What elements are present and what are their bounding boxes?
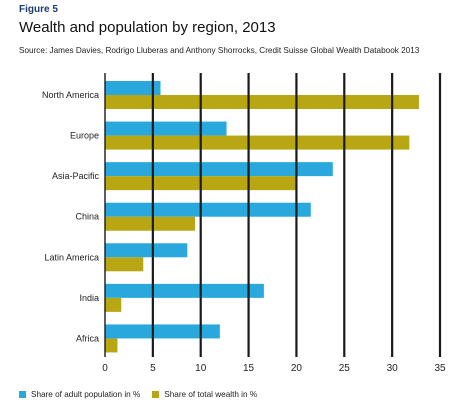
- legend: Share of adult population in % Share of …: [19, 390, 269, 399]
- x-tick-label-0: 0: [102, 363, 108, 374]
- category-label-north-america: North America: [42, 90, 99, 100]
- x-tick-label-15: 15: [243, 363, 255, 374]
- bar-population-india: [105, 283, 264, 298]
- x-tick-label-35: 35: [434, 363, 446, 374]
- x-tick-labels: 0 5 10 15 20 25 30 35: [102, 363, 446, 374]
- x-tick-label-20: 20: [291, 363, 303, 374]
- bar-wealth-china: [105, 216, 195, 231]
- x-tick-label-30: 30: [387, 363, 399, 374]
- bar-population-asia-pacific: [105, 162, 333, 177]
- category-label-china: China: [75, 212, 99, 222]
- category-labels: North America Europe Asia-Pacific China Lati…: [42, 90, 100, 343]
- category-label-india: India: [79, 293, 99, 303]
- legend-item-population: Share of adult population in %: [19, 390, 140, 399]
- figure-label: Figure 5: [19, 4, 58, 15]
- bar-population-north-america: [105, 81, 161, 95]
- bar-wealth-europe: [105, 135, 410, 150]
- category-label-asia-pacific: Asia-Pacific: [52, 171, 100, 181]
- bar-wealth-latin-america: [105, 257, 144, 272]
- legend-label-wealth: Share of total wealth in %: [164, 390, 258, 399]
- bar-wealth-india: [105, 297, 122, 312]
- x-tick-label-25: 25: [339, 363, 351, 374]
- legend-label-population: Share of adult population in %: [31, 390, 141, 399]
- chart-title: Wealth and population by region, 2013: [19, 19, 276, 36]
- bar-population-latin-america: [105, 243, 188, 258]
- legend-swatch-population: [19, 391, 26, 398]
- category-label-europe: Europe: [70, 131, 99, 141]
- category-label-africa: Africa: [76, 333, 99, 343]
- bar-wealth-africa: [105, 338, 118, 353]
- bar-wealth-north-america: [105, 95, 419, 109]
- legend-swatch-wealth: [152, 391, 160, 398]
- bar-population-china: [105, 202, 311, 217]
- bar-population-africa: [105, 324, 220, 339]
- x-tick-label-5: 5: [150, 363, 156, 374]
- chart-source: Source: James Davies, Rodrigo Lluberas a…: [19, 46, 420, 55]
- bar-population-europe: [105, 121, 227, 136]
- x-tick-label-10: 10: [195, 363, 207, 374]
- gridlines: [104, 73, 442, 357]
- legend-item-wealth: Share of total wealth in %: [152, 390, 257, 399]
- category-label-latin-america: Latin America: [44, 252, 99, 262]
